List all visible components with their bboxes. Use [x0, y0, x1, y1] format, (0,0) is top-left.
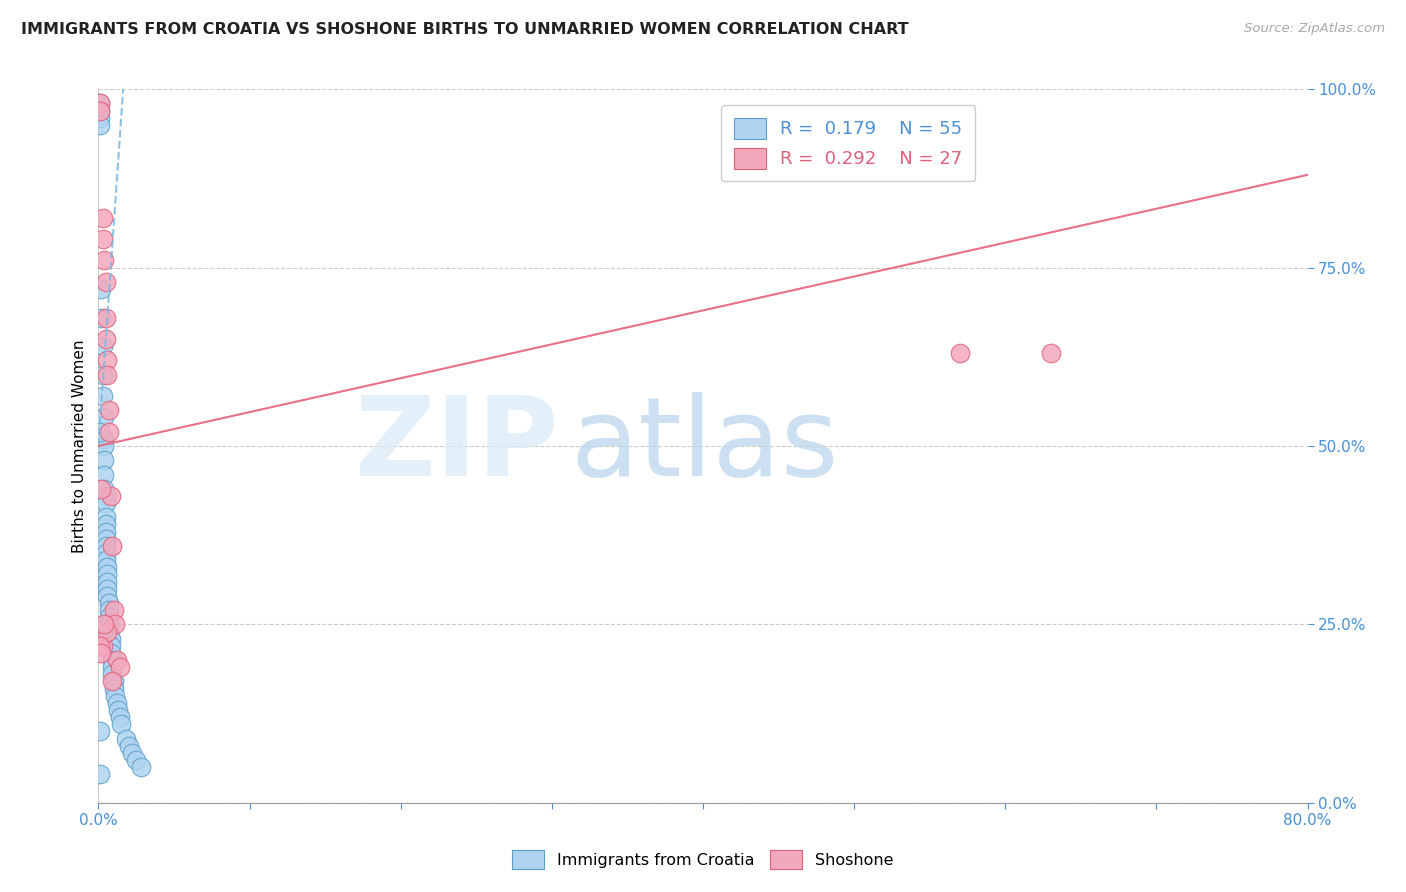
Point: [89, 767, 111, 781]
Point: [96, 582, 118, 596]
Point: [101, 674, 124, 689]
Point: [91, 232, 114, 246]
Point: [949, 346, 972, 360]
Text: IMMIGRANTS FROM CROATIA VS SHOSHONE BIRTHS TO UNMARRIED WOMEN CORRELATION CHART: IMMIGRANTS FROM CROATIA VS SHOSHONE BIRT…: [21, 22, 908, 37]
Point: [91, 389, 114, 403]
Point: [105, 696, 128, 710]
Point: [104, 617, 127, 632]
Point: [96, 589, 118, 603]
Point: [105, 653, 128, 667]
Y-axis label: Births to Unmarried Women: Births to Unmarried Women: [72, 339, 87, 553]
Point: [93, 253, 115, 268]
Point: [129, 760, 152, 774]
Point: [94, 532, 117, 546]
Point: [91, 339, 114, 353]
Point: [98, 603, 121, 617]
Point: [101, 539, 124, 553]
Point: [89, 96, 111, 111]
Point: [103, 674, 125, 689]
Point: [98, 596, 121, 610]
Point: [98, 624, 121, 639]
Point: [98, 617, 121, 632]
Text: ZIP: ZIP: [354, 392, 558, 500]
Point: [100, 632, 122, 646]
Point: [103, 603, 125, 617]
Point: [96, 624, 118, 639]
Point: [103, 681, 125, 696]
Point: [94, 510, 117, 524]
Point: [90, 310, 112, 325]
Point: [89, 96, 111, 111]
Point: [91, 368, 114, 382]
Point: [98, 425, 121, 439]
Point: [93, 617, 115, 632]
Point: [89, 118, 111, 132]
Point: [90, 282, 112, 296]
Point: [89, 103, 111, 118]
Point: [96, 567, 118, 582]
Point: [108, 710, 131, 724]
Point: [100, 489, 122, 503]
Point: [114, 731, 136, 746]
Point: [118, 739, 141, 753]
Point: [101, 653, 124, 667]
Point: [121, 746, 143, 760]
Point: [94, 524, 117, 539]
Point: [89, 425, 111, 439]
Point: [90, 646, 112, 660]
Point: [101, 660, 124, 674]
Point: [94, 517, 117, 532]
Point: [96, 560, 118, 574]
Text: atlas: atlas: [569, 392, 838, 500]
Point: [93, 482, 115, 496]
Legend: Immigrants from Croatia, Shoshone: Immigrants from Croatia, Shoshone: [506, 844, 900, 875]
Point: [89, 639, 111, 653]
Point: [108, 660, 131, 674]
Point: [93, 410, 115, 425]
Point: [89, 103, 111, 118]
Point: [94, 496, 117, 510]
Point: [93, 432, 115, 446]
Legend: R =  0.179    N = 55, R =  0.292    N = 27: R = 0.179 N = 55, R = 0.292 N = 27: [721, 105, 976, 181]
Point: [94, 310, 117, 325]
Point: [96, 574, 118, 589]
Point: [101, 667, 124, 681]
Point: [96, 368, 118, 382]
Point: [125, 753, 148, 767]
Point: [94, 553, 117, 567]
Point: [94, 539, 117, 553]
Point: [89, 724, 111, 739]
Point: [93, 439, 115, 453]
Point: [93, 467, 115, 482]
Point: [96, 353, 118, 368]
Point: [91, 211, 114, 225]
Point: [104, 689, 127, 703]
Point: [94, 489, 117, 503]
Point: [94, 546, 117, 560]
Point: [107, 703, 129, 717]
Point: [93, 453, 115, 467]
Point: [91, 639, 114, 653]
Point: [94, 275, 117, 289]
Point: [98, 610, 121, 624]
Text: Source: ZipAtlas.com: Source: ZipAtlas.com: [1244, 22, 1385, 36]
Point: [94, 332, 117, 346]
Point: [89, 111, 111, 125]
Point: [98, 403, 121, 417]
Point: [100, 639, 122, 653]
Point: [1039, 346, 1062, 360]
Point: [90, 482, 112, 496]
Point: [100, 646, 122, 660]
Point: [110, 717, 132, 731]
